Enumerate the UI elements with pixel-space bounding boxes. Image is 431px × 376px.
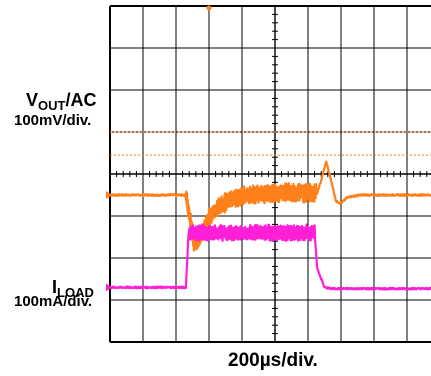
cursor-lines <box>110 131 431 156</box>
time-scale-label: 200µs/div. <box>228 350 318 371</box>
iload-trace <box>109 223 431 291</box>
vout-channel-label: VOUT/AC <box>26 90 97 113</box>
graticule <box>109 5 431 343</box>
vout-ground-marker <box>106 191 112 199</box>
channel-markers <box>106 5 212 292</box>
iload-scale-label: 100mA/div. <box>14 293 93 310</box>
vout-scale-label: 100mV/div. <box>14 112 92 129</box>
waveform-traces <box>109 160 431 291</box>
vout-trace <box>109 160 431 252</box>
trigger-position-marker <box>206 5 212 11</box>
iload-ground-marker <box>106 283 112 292</box>
iload-channel-label: ILOAD <box>52 277 94 300</box>
